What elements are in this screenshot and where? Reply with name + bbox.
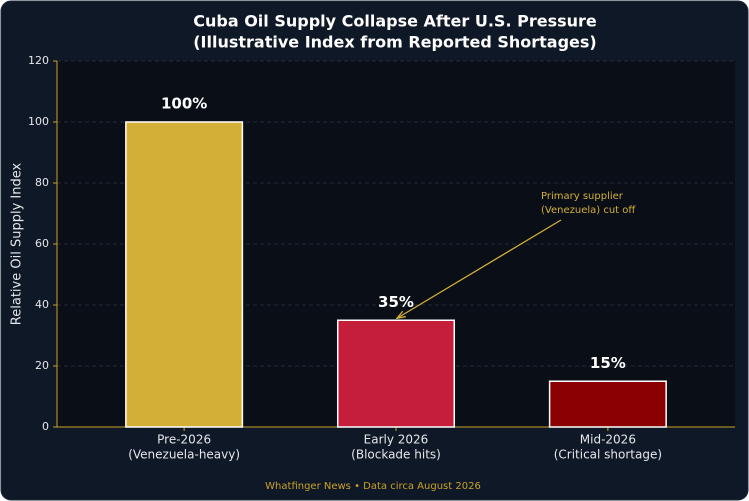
- x-tick-label: Mid-2026: [580, 433, 636, 447]
- y-tick-label: 120: [28, 54, 49, 67]
- y-tick-label: 0: [42, 420, 49, 433]
- y-tick-label: 60: [35, 237, 49, 250]
- value-label: 100%: [161, 95, 207, 113]
- x-tick-label: (Venezuela-heavy): [128, 448, 240, 462]
- x-tick-label: Early 2026: [364, 433, 429, 447]
- annotation-arrowhead: [395, 310, 406, 320]
- bar: [125, 121, 244, 428]
- bar: [336, 319, 456, 428]
- source-note: Whatfinger News • Data circa August 2026: [265, 481, 481, 492]
- y-tick-label: 40: [35, 298, 49, 311]
- y-axis-label: Relative Oil Supply Index: [10, 163, 25, 326]
- x-tick-label: (Critical shortage): [554, 448, 662, 462]
- y-tick-label: 100: [28, 115, 49, 128]
- annotation-arrow: [396, 219, 562, 319]
- chart-title: Cuba Oil Supply Collapse After U.S. Pres…: [193, 12, 597, 31]
- bar: [548, 380, 667, 428]
- x-tick-label: Pre-2026: [157, 433, 211, 447]
- annotation-text: (Venezuela) cut off: [541, 205, 636, 216]
- value-label: 35%: [378, 293, 414, 311]
- chart-subtitle: (Illustrative Index from Reported Shorta…: [193, 33, 597, 52]
- value-label: 15%: [590, 354, 626, 372]
- annotation-text: Primary supplier: [541, 191, 624, 202]
- y-tick-label: 80: [35, 176, 49, 189]
- y-tick-label: 20: [35, 359, 49, 372]
- x-tick-label: (Blockade hits): [351, 448, 441, 462]
